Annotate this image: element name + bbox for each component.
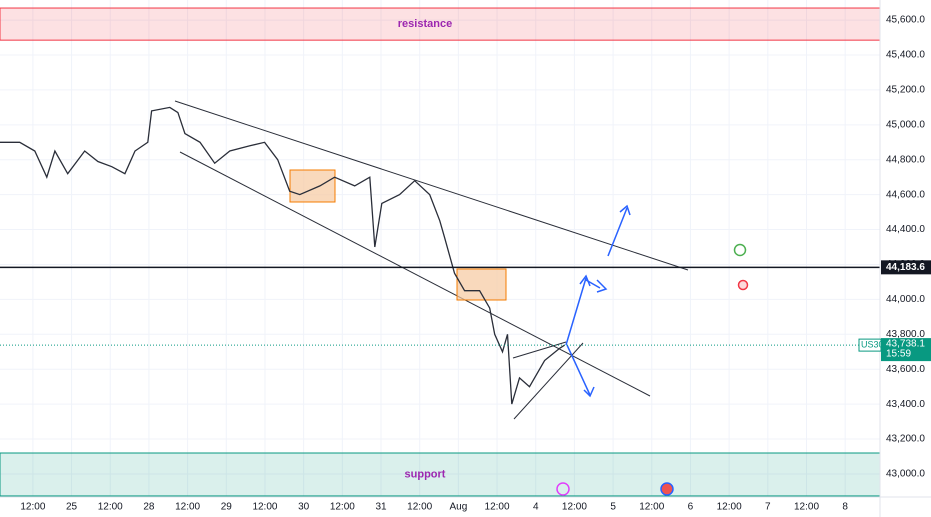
box [289,169,336,203]
arrows [565,204,631,398]
y-tick-label: 43,200.0 [886,434,925,445]
x-tick-label: 12:00 [485,502,510,513]
x-tick-label: 12:00 [562,502,587,513]
x-tick-label: 12:00 [20,502,45,513]
level-tag [881,260,931,275]
x-tick-label: 6 [688,502,694,513]
x-tick-label: 5 [610,502,616,513]
price-tag [881,338,931,362]
y-tick-label: 43,800.0 [886,329,925,340]
x-tick-label: 12:00 [252,502,277,513]
x-tick-label: 8 [842,502,848,513]
zone-label: support [405,468,446,480]
x-tick-label: 12:00 [407,502,432,513]
price-line [0,106,566,405]
event-icon[interactable] [556,482,570,496]
marker [737,279,749,291]
x-tick-label: 12:00 [717,502,742,513]
marker [733,243,747,257]
event-icon[interactable] [660,482,674,496]
trend-line [174,100,689,271]
x-tick-label: 12:00 [639,502,664,513]
x-tick-label: 4 [533,502,539,513]
zone [0,452,881,497]
trend-line [512,341,567,359]
zone-label: resistance [398,18,452,30]
arrow-head [596,279,608,293]
x-tick-label: 31 [375,502,387,513]
y-tick-label: 45,400.0 [886,50,925,61]
level-label: 44,183.6 [886,262,925,273]
x-tick-label: Aug [449,502,467,513]
arrow [566,344,591,396]
arrow [565,277,587,346]
y-tick-label: 44,400.0 [886,224,925,235]
grid [0,0,880,497]
y-tick-label: 45,200.0 [886,85,925,96]
y-tick-label: 43,400.0 [886,399,925,410]
x-tick-label: 12:00 [794,502,819,513]
zone [0,7,881,41]
y-tick-label: 43,000.0 [886,469,925,480]
price-label: 43,738.1 [886,339,925,350]
y-tick-label: 45,600.0 [886,15,925,26]
y-tick-label: 44,000.0 [886,294,925,305]
x-tick-label: 29 [221,502,233,513]
arrow [607,207,628,257]
plot [0,106,880,405]
y-tick-label: 45,000.0 [886,119,925,130]
y-tick-label: 43,600.0 [886,364,925,375]
y-tick-label: 44,600.0 [886,189,925,200]
axes: 43,000.0 43,200.0 43,400.0 43,600.0 43,800.0… [20,15,931,513]
arrow [585,279,601,289]
x-tick-label: 7 [765,502,771,513]
x-tick-label: 12:00 [175,502,200,513]
box [456,268,507,301]
x-tick-label: 12:00 [98,502,123,513]
symbol-label: US30 [861,339,884,349]
arrow-head [579,274,591,287]
x-tick-label: 12:00 [330,502,355,513]
zones: resistance support [0,7,881,497]
arrow-head [619,204,631,216]
x-tick-label: 30 [298,502,310,513]
x-tick-label: 25 [66,502,78,513]
y-tick-label: 44,800.0 [886,154,925,165]
arrow-head [583,386,595,398]
x-tick-label: 28 [143,502,155,513]
countdown-label: 15:59 [886,349,911,360]
